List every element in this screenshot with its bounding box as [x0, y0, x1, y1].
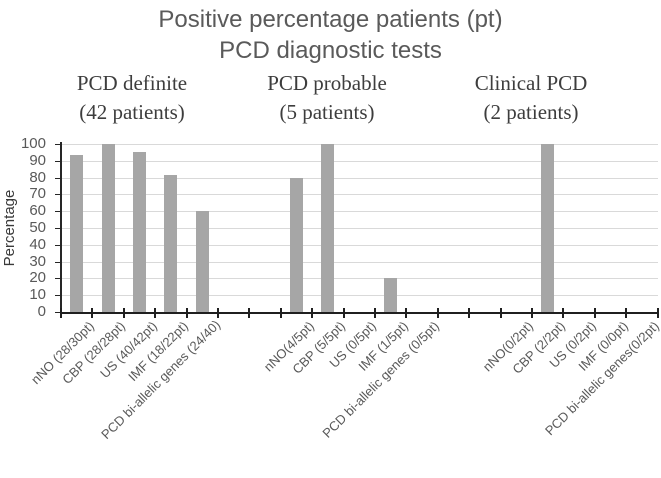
bar: [164, 174, 178, 312]
x-axis-line: [60, 312, 659, 314]
bar: [133, 152, 146, 312]
x-axis-tick: [436, 308, 439, 318]
x-axis-tick: [468, 308, 471, 318]
y-axis-tick: [55, 295, 61, 297]
x-axis-tick: [374, 308, 376, 318]
gridline: [61, 295, 658, 297]
y-axis-tick: [55, 312, 61, 313]
group-header-title: PCD definite: [76, 71, 188, 95]
gridline: [61, 211, 658, 213]
y-axis-tick-label: 40: [29, 235, 46, 253]
x-axis-tick: [185, 308, 188, 318]
gridline: [61, 177, 658, 179]
gridline: [61, 144, 658, 145]
x-axis-tick: [248, 308, 251, 318]
bar: [290, 177, 303, 312]
y-axis-tick: [55, 261, 61, 263]
y-axis-tick-label: 30: [29, 252, 46, 270]
group-header-title: PCD probable: [267, 71, 387, 95]
y-axis-tick: [55, 160, 61, 162]
y-axis-tick: [55, 211, 61, 213]
bar: [384, 278, 398, 312]
gridline: [61, 194, 658, 196]
chart-title-line1: Positive percentage patients (pt): [158, 6, 503, 33]
x-axis-tick: [311, 308, 314, 318]
x-axis-tick: [656, 308, 659, 318]
y-axis-tick-label: 70: [29, 185, 46, 203]
y-axis-tick: [55, 177, 61, 179]
gridline: [61, 278, 658, 280]
x-axis-tick: [279, 308, 282, 318]
group-header-pcd-definite: PCD definite (42 patients): [22, 69, 242, 127]
y-axis-tick-label: 50: [29, 219, 46, 236]
gridline: [61, 244, 658, 246]
x-axis-tick: [342, 308, 345, 318]
bar: [101, 144, 115, 312]
bar: [321, 144, 335, 312]
y-axis-tick-label: 0: [37, 303, 46, 320]
x-axis-tick: [531, 308, 533, 318]
y-axis-line: [60, 142, 62, 314]
y-axis-tick-label: 20: [29, 269, 46, 287]
y-axis-tick-label: 80: [29, 168, 46, 186]
x-axis-tick: [60, 308, 62, 318]
chart-title-line2: PCD diagnostic tests: [219, 37, 442, 64]
group-header-title: Clinical PCD: [474, 71, 588, 95]
x-axis-tick: [154, 308, 157, 318]
group-header-pcd-probable: PCD probable (5 patients): [217, 69, 437, 127]
x-axis-tick: [625, 308, 628, 318]
group-header-subtitle: (2 patients): [483, 100, 579, 124]
gridline: [61, 160, 658, 162]
x-axis-tick: [122, 308, 125, 318]
y-axis-tick: [55, 278, 61, 280]
y-axis-tick: [55, 144, 61, 145]
chart-title: Positive percentage patients (pt) PCD di…: [0, 4, 661, 66]
y-axis-tick: [55, 194, 61, 196]
y-axis-tick: [55, 244, 61, 246]
gridline: [61, 228, 658, 229]
x-axis-tick: [91, 308, 94, 318]
y-axis-tick-label: 100: [20, 135, 46, 152]
y-axis-tick: [55, 228, 61, 229]
x-axis-tick: [499, 308, 502, 318]
y-axis-tick-label: 90: [29, 151, 46, 169]
y-axis-tick-label: 10: [29, 286, 46, 304]
bar: [70, 155, 84, 312]
bar: [195, 211, 209, 312]
x-axis-tick: [562, 308, 565, 318]
group-header-subtitle: (5 patients): [279, 100, 375, 124]
group-header-subtitle: (42 patients): [79, 100, 185, 124]
bar: [541, 144, 555, 312]
gridline: [61, 261, 658, 263]
x-axis-tick: [405, 308, 408, 318]
x-axis-tick: [593, 308, 596, 318]
x-axis-tick: [217, 308, 219, 318]
group-header-clinical-pcd: Clinical PCD (2 patients): [421, 69, 641, 127]
y-axis-tick-label: 60: [29, 202, 46, 220]
